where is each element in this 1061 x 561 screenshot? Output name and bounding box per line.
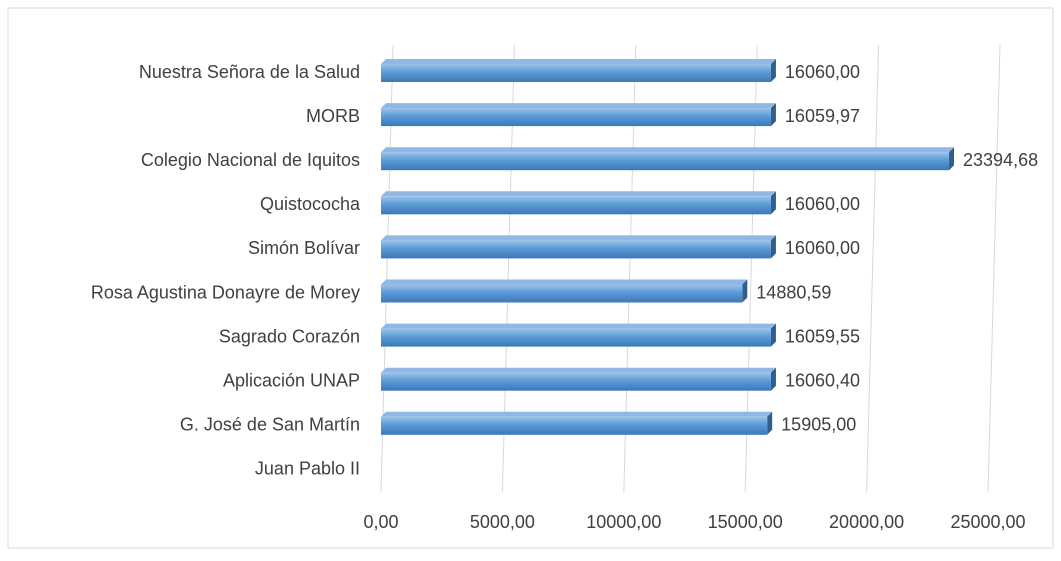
- value-label: 16060,40: [785, 370, 860, 390]
- bar-top: [381, 323, 776, 329]
- grid-line: [987, 44, 1001, 493]
- y-tick-label: Juan Pablo II: [255, 459, 360, 479]
- value-label: 16059,97: [785, 106, 860, 126]
- bar: [381, 108, 771, 127]
- bar-side: [767, 411, 773, 435]
- y-tick-label: Quistococha: [260, 194, 361, 214]
- bar: [381, 284, 743, 303]
- value-label: 16060,00: [785, 62, 860, 82]
- bar: [381, 328, 771, 347]
- value-label: 23394,68: [963, 150, 1038, 170]
- bar-top: [381, 411, 773, 417]
- x-tick-label: 5000,00: [470, 512, 535, 532]
- x-tick-label: 15000,00: [708, 512, 783, 532]
- value-label: 16060,00: [785, 194, 860, 214]
- y-tick-label: MORB: [306, 106, 360, 126]
- bar: [381, 64, 771, 82]
- bar-top: [381, 147, 955, 153]
- y-tick-label: Rosa Agustina Donayre de Morey: [91, 282, 360, 302]
- bar: [381, 196, 771, 215]
- chart-frame: [7, 7, 1054, 549]
- bar-side: [770, 59, 776, 82]
- y-tick-label: G. José de San Martín: [180, 415, 360, 435]
- bar-side: [949, 147, 955, 171]
- value-label: 15905,00: [781, 415, 856, 435]
- y-tick-label: Colegio Nacional de Iquitos: [141, 150, 360, 170]
- bar-side: [742, 279, 748, 303]
- value-label: 16059,55: [785, 326, 860, 346]
- bar: [381, 152, 950, 171]
- x-tick-label: 25000,00: [950, 512, 1025, 532]
- bar-top: [381, 59, 776, 64]
- bar: [381, 372, 771, 391]
- bar-top: [381, 235, 776, 241]
- bar-side: [770, 191, 776, 215]
- bar: [381, 416, 768, 435]
- y-tick-label: Sagrado Corazón: [219, 326, 360, 346]
- x-tick-label: 20000,00: [829, 512, 904, 532]
- y-tick-label: Aplicación UNAP: [223, 370, 360, 390]
- x-tick-label: 0,00: [363, 512, 398, 532]
- bar-side: [770, 235, 776, 259]
- value-label: 14880,59: [756, 282, 831, 302]
- bar-side: [770, 367, 776, 391]
- bar-top: [381, 279, 748, 285]
- bar-top: [381, 103, 776, 109]
- x-tick-label: 10000,00: [586, 512, 661, 532]
- bar-side: [770, 323, 776, 347]
- grid-line: [866, 44, 880, 493]
- bar-top: [381, 191, 776, 197]
- y-tick-label: Simón Bolívar: [248, 238, 360, 258]
- y-tick-label: Nuestra Señora de la Salud: [139, 62, 360, 82]
- bar: [381, 240, 771, 259]
- bar-side: [770, 103, 776, 127]
- bar-top: [381, 367, 776, 373]
- value-label: 16060,00: [785, 238, 860, 258]
